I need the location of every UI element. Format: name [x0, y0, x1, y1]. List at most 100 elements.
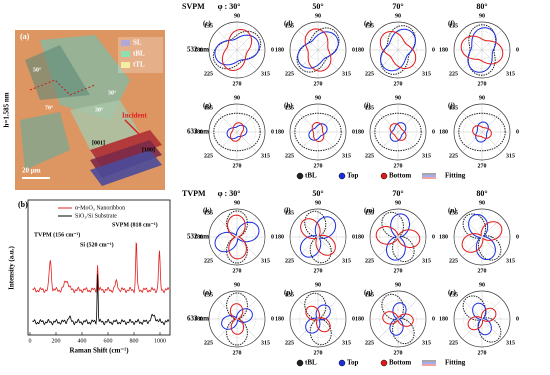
tbl-curve — [304, 210, 332, 264]
bottom-curve — [305, 305, 331, 333]
x-tick-label: 200 — [52, 338, 61, 344]
polar-tick-label: 0 — [352, 234, 355, 240]
polar-tick-label: 0 — [516, 47, 519, 53]
polar-tick-label: 270 — [478, 350, 487, 356]
polar-tick-label: 225 — [285, 258, 294, 264]
bottom-curve — [382, 311, 414, 327]
polar-tick-label: 270 — [478, 163, 487, 169]
axis-label: [100] — [142, 147, 155, 153]
legend-label: tBL — [133, 50, 145, 58]
polar-tick-label: 225 — [285, 71, 294, 77]
bottom-curve — [229, 122, 245, 142]
panel-label: (b) — [18, 200, 28, 209]
section-title: TVPM — [182, 189, 206, 198]
polar-tick-label: 315 — [342, 340, 351, 346]
incident-arrow — [124, 119, 141, 136]
polar-tick-label: 135 — [285, 292, 294, 298]
polar-tick-label: 0 — [271, 129, 274, 135]
polar-tick-label: 90 — [315, 200, 321, 206]
panel-label: (j) — [448, 102, 456, 110]
polar-tick-label: 225 — [285, 340, 294, 346]
panel-label: (f) — [448, 20, 456, 28]
panel-label: (m) — [364, 207, 375, 215]
polar-plot — [369, 290, 427, 348]
polar-tick-label: 315 — [342, 258, 351, 264]
legend-label: Top — [347, 172, 359, 180]
polar-tick-label: 0 — [352, 316, 355, 322]
bottom-curve — [304, 28, 332, 72]
x-tick-label: 0 — [29, 338, 32, 344]
polar-tick-label: 135 — [365, 210, 374, 216]
plot-frame — [27, 199, 171, 336]
angle-label: 50° — [33, 66, 42, 73]
polar-spoke — [217, 112, 257, 152]
polar-tick-label: 180 — [355, 316, 364, 322]
polar-tick-label: 270 — [314, 163, 323, 169]
x-tick-label: 600 — [104, 338, 113, 344]
legend-label: SiO₂/Si Substrate — [75, 213, 117, 219]
polar-tick-label: 180 — [355, 129, 364, 135]
legend-label: tTL — [133, 61, 145, 69]
row-label: 633 nm — [187, 128, 209, 136]
polar-tick-label: 0 — [271, 47, 274, 53]
polar-tick-label: 135 — [449, 105, 458, 111]
polar-tick-label: 90 — [234, 13, 240, 19]
row-label: 532 nm — [187, 46, 209, 54]
polar-spoke — [378, 299, 418, 339]
polar-tick-label: 270 — [394, 268, 403, 274]
legend-label: Fitting — [445, 172, 466, 180]
legend-marker — [380, 172, 388, 180]
polar-tick-label: 315 — [342, 153, 351, 159]
polar-tick-label: 90 — [234, 282, 240, 288]
top-curve — [468, 214, 496, 260]
row-label: 532 nm — [187, 233, 209, 241]
polar-tick-label: 90 — [234, 200, 240, 206]
angle-header: 80° — [476, 189, 487, 198]
polar-plot — [453, 21, 511, 79]
polar-spoke — [298, 299, 338, 339]
polar-tick-label: 315 — [506, 340, 515, 346]
polar-tick-label: 90 — [234, 95, 240, 101]
polar-tick-label: 225 — [449, 258, 458, 264]
polar-tick-label: 180 — [194, 129, 203, 135]
polar-tick-label: 315 — [261, 340, 270, 346]
polar-tick-label: 0 — [516, 234, 519, 240]
angle-label: 30° — [95, 106, 104, 113]
polar-tick-label: 135 — [365, 292, 374, 298]
polar-tick-label: 90 — [479, 13, 485, 19]
polar-tick-label: 270 — [394, 350, 403, 356]
bottom-curve — [300, 218, 336, 256]
polar-plot — [208, 21, 266, 79]
polar-plot — [289, 21, 347, 79]
polar-tick-label: 315 — [261, 258, 270, 264]
panel-label: (l) — [284, 207, 291, 215]
incident-label: Incident — [122, 112, 148, 120]
polar-tick-label: 180 — [355, 47, 364, 53]
bottom-curve — [229, 303, 245, 335]
legend-label: Top — [347, 359, 359, 367]
polar-tick-label: 270 — [478, 81, 487, 87]
tbl-curve — [226, 292, 248, 346]
panel-label: (a) — [20, 32, 30, 41]
scale-label: 20 μm — [22, 167, 41, 175]
polar-tick-label: 135 — [285, 105, 294, 111]
polar-tick-label: 225 — [449, 71, 458, 77]
polar-tick-label: 225 — [204, 258, 213, 264]
polar-tick-label: 180 — [275, 129, 284, 135]
angle-header: 80° — [476, 2, 487, 11]
section-title: SVPM — [182, 2, 205, 11]
height-label: h=1.585 nm — [3, 92, 11, 127]
tbl-curve — [467, 24, 497, 76]
polar-tick-label: 0 — [432, 316, 435, 322]
polar-tick-label: 90 — [395, 95, 401, 101]
polar-plot — [208, 208, 266, 266]
top-curve — [226, 124, 248, 140]
legend-marker — [296, 359, 304, 367]
polar-tick-label: 135 — [204, 23, 213, 29]
panel-label: (q) — [364, 289, 373, 297]
polar-tick-label: 180 — [194, 47, 203, 53]
panel-label: (h) — [284, 102, 293, 110]
bottom-curve — [467, 307, 497, 331]
polar-spoke — [378, 30, 418, 70]
polar-tick-label: 90 — [315, 282, 321, 288]
